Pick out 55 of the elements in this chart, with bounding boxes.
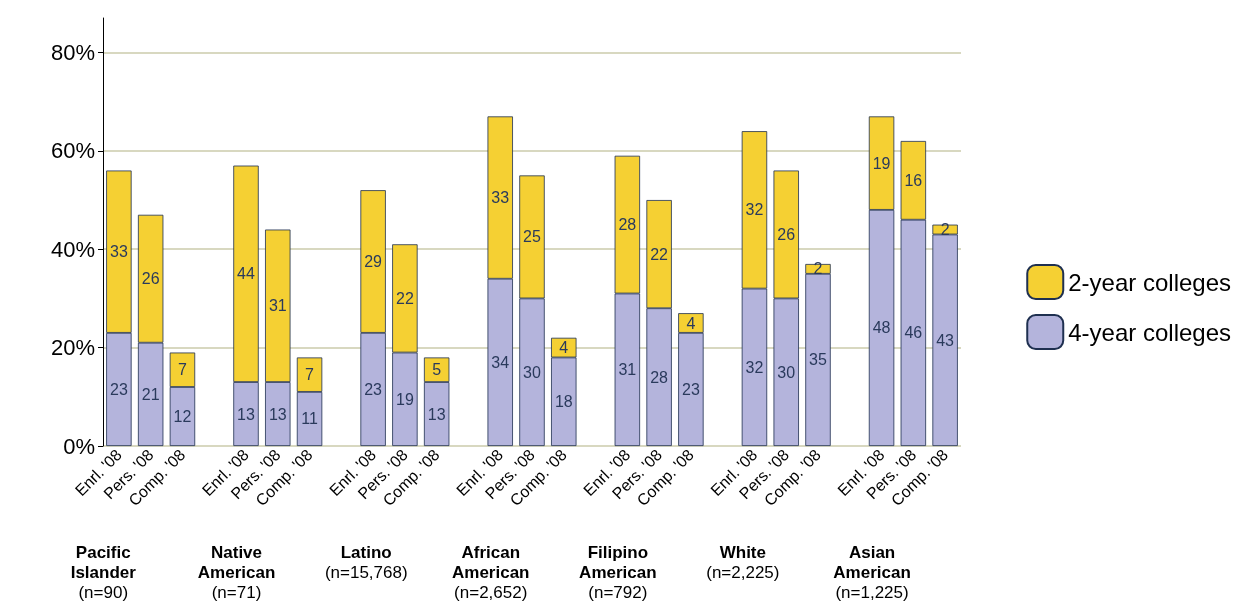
y-tick-label: 40% — [50, 236, 95, 262]
data-label: 28 — [650, 368, 669, 386]
data-label: 46 — [904, 324, 923, 342]
data-label: 33 — [491, 189, 510, 207]
data-label: 22 — [395, 289, 414, 307]
data-label: 28 — [618, 216, 637, 234]
data-label: 25 — [523, 228, 541, 246]
data-label: 5 — [432, 361, 442, 379]
data-label: 23 — [681, 380, 700, 398]
data-label: 13 — [268, 405, 287, 423]
text: African American (n=2,652) — [452, 543, 530, 602]
text: Latino (n=15,768) — [324, 543, 408, 582]
data-label: 11 — [301, 410, 318, 428]
data-label: 26 — [141, 270, 160, 288]
data-label: 19 — [872, 154, 891, 172]
data-label: 32 — [745, 201, 764, 219]
data-label: 13 — [237, 405, 255, 423]
data-label: 44 — [237, 265, 255, 283]
legend-label: 2-year colleges — [1068, 268, 1231, 296]
data-label: 23 — [364, 380, 383, 398]
data-label: 30 — [777, 363, 796, 381]
data-label: 43 — [936, 331, 955, 349]
data-label: 19 — [395, 390, 414, 408]
data-label: 18 — [554, 393, 573, 411]
data-label: 26 — [777, 225, 796, 243]
y-tick-label: 60% — [50, 138, 95, 164]
data-label: 21 — [141, 385, 160, 403]
text: Asian American (n=1,225) — [833, 543, 911, 602]
data-label: 33 — [109, 243, 128, 261]
data-label: 4 — [559, 339, 569, 357]
data-label: 2 — [940, 221, 950, 239]
data-label: 16 — [904, 171, 923, 189]
data-label: 30 — [523, 363, 541, 381]
data-label: 7 — [177, 361, 187, 379]
data-label: 12 — [173, 407, 192, 425]
data-label: 4 — [686, 314, 696, 332]
data-label: 7 — [305, 366, 315, 384]
text: Native American (n=71) — [197, 543, 276, 602]
data-label: 29 — [364, 253, 383, 271]
data-label: 31 — [618, 361, 637, 379]
y-tick-label: 80% — [50, 39, 95, 65]
text: White (n=2,225) — [706, 543, 780, 582]
legend-label: 4-year colleges — [1068, 318, 1231, 346]
text: Filipino American (n=792) — [579, 543, 657, 602]
data-label: 34 — [491, 353, 510, 371]
data-label: 23 — [109, 380, 128, 398]
data-label: 22 — [650, 245, 669, 263]
data-label: 31 — [268, 297, 287, 315]
data-label: 32 — [745, 358, 764, 376]
data-label: 48 — [872, 319, 891, 337]
data-label: 35 — [809, 351, 827, 369]
text: Pacific Islander (n=90) — [70, 543, 137, 602]
y-tick-label: 20% — [50, 335, 95, 361]
y-tick-label: 0% — [63, 433, 95, 459]
data-label: 13 — [427, 405, 446, 423]
